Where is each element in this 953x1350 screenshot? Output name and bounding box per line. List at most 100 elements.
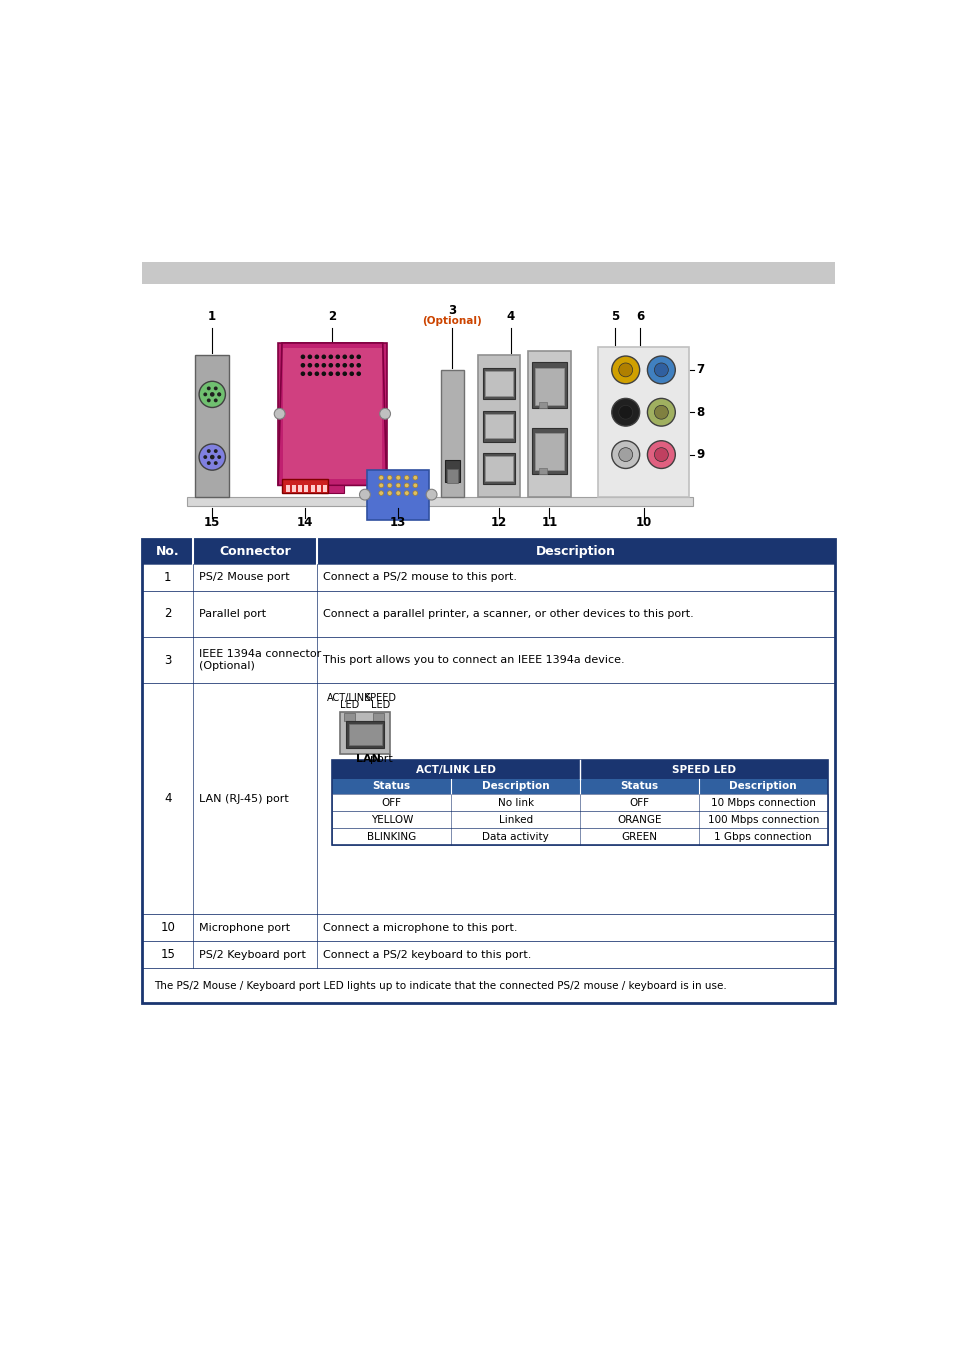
Bar — [278, 343, 386, 486]
Text: IEEE 1394a connector
(Optional): IEEE 1394a connector (Optional) — [199, 649, 321, 671]
Bar — [323, 485, 327, 491]
Circle shape — [207, 398, 211, 402]
Bar — [484, 371, 513, 396]
Circle shape — [618, 448, 632, 462]
Text: 2: 2 — [164, 608, 172, 621]
Text: 2: 2 — [328, 309, 336, 323]
Bar — [346, 721, 384, 748]
Circle shape — [654, 448, 668, 462]
Text: 6: 6 — [636, 309, 643, 323]
Bar — [373, 713, 383, 721]
Text: This port allows you to connect an IEEE 1394a device.: This port allows you to connect an IEEE … — [323, 655, 624, 666]
Bar — [142, 262, 835, 284]
Bar — [444, 460, 459, 482]
Circle shape — [335, 363, 340, 367]
Text: 13: 13 — [390, 516, 406, 529]
Text: PS/2 Mouse port: PS/2 Mouse port — [199, 572, 290, 582]
Circle shape — [356, 355, 360, 359]
Text: 4: 4 — [506, 309, 515, 323]
Circle shape — [404, 475, 409, 481]
Circle shape — [199, 444, 225, 470]
Text: 12: 12 — [491, 516, 507, 529]
Bar — [447, 470, 457, 483]
Circle shape — [207, 386, 211, 390]
Text: Microphone port: Microphone port — [199, 923, 290, 933]
Text: 3: 3 — [164, 653, 172, 667]
Circle shape — [314, 371, 319, 377]
Text: No link: No link — [497, 798, 533, 807]
Bar — [332, 760, 827, 779]
Text: The PS/2 Mouse / Keyboard port LED lights up to indicate that the connected PS/2: The PS/2 Mouse / Keyboard port LED light… — [154, 980, 726, 991]
Bar — [142, 564, 835, 591]
Text: Status: Status — [373, 782, 411, 791]
Bar — [316, 485, 320, 491]
Text: Connect a microphone to this port.: Connect a microphone to this port. — [323, 923, 517, 933]
Circle shape — [611, 440, 639, 468]
Circle shape — [356, 363, 360, 367]
Circle shape — [611, 398, 639, 427]
Text: 15: 15 — [204, 516, 220, 529]
Circle shape — [378, 491, 383, 495]
Text: LED: LED — [371, 699, 390, 710]
Bar — [282, 347, 381, 479]
Circle shape — [328, 363, 333, 367]
Text: Connect a PS/2 mouse to this port.: Connect a PS/2 mouse to this port. — [323, 572, 517, 582]
Circle shape — [395, 475, 400, 481]
Circle shape — [213, 450, 217, 454]
Circle shape — [217, 393, 221, 397]
Circle shape — [213, 462, 217, 464]
Text: 11: 11 — [540, 516, 557, 529]
Circle shape — [349, 371, 354, 377]
Text: YELLOW: YELLOW — [370, 814, 413, 825]
Bar — [311, 485, 314, 491]
Circle shape — [342, 355, 347, 359]
Circle shape — [328, 355, 333, 359]
Text: PS/2 Keyboard port: PS/2 Keyboard port — [199, 949, 306, 960]
Circle shape — [274, 409, 285, 420]
Circle shape — [647, 356, 675, 383]
Bar — [348, 724, 381, 745]
Circle shape — [395, 491, 400, 495]
Bar — [482, 369, 515, 400]
Text: 3: 3 — [448, 304, 456, 317]
Text: ACT/LINK: ACT/LINK — [327, 693, 372, 703]
Bar — [320, 486, 344, 493]
Bar — [298, 485, 302, 491]
Text: OFF: OFF — [629, 798, 649, 807]
Circle shape — [611, 356, 639, 383]
Circle shape — [321, 355, 326, 359]
Text: (Optional): (Optional) — [422, 316, 482, 327]
Bar — [482, 410, 515, 441]
Text: LAN (RJ-45) port: LAN (RJ-45) port — [199, 794, 289, 803]
Bar — [538, 402, 546, 409]
Bar — [344, 713, 355, 721]
Text: Connect a parallel printer, a scanner, or other devices to this port.: Connect a parallel printer, a scanner, o… — [323, 609, 693, 620]
Circle shape — [618, 363, 632, 377]
Bar — [534, 367, 563, 405]
Text: 8: 8 — [696, 406, 704, 418]
Text: Description: Description — [481, 782, 549, 791]
Circle shape — [307, 371, 312, 377]
Text: GREEN: GREEN — [620, 832, 657, 841]
Circle shape — [379, 409, 390, 420]
Bar — [142, 914, 835, 941]
Circle shape — [210, 392, 214, 397]
Circle shape — [203, 393, 207, 397]
Text: 5: 5 — [611, 309, 618, 323]
Text: 9: 9 — [696, 448, 704, 462]
Text: 10 Mbps connection: 10 Mbps connection — [710, 798, 815, 807]
Text: 7: 7 — [696, 363, 704, 377]
Circle shape — [647, 440, 675, 468]
Circle shape — [335, 355, 340, 359]
Text: port: port — [369, 753, 392, 764]
Circle shape — [349, 363, 354, 367]
Bar — [598, 347, 688, 497]
Circle shape — [300, 363, 305, 367]
Bar — [332, 760, 827, 845]
Bar — [142, 637, 835, 683]
Circle shape — [199, 381, 225, 408]
Bar — [142, 591, 835, 637]
Circle shape — [314, 355, 319, 359]
Bar — [332, 828, 827, 845]
Text: 100 Mbps connection: 100 Mbps connection — [707, 814, 818, 825]
